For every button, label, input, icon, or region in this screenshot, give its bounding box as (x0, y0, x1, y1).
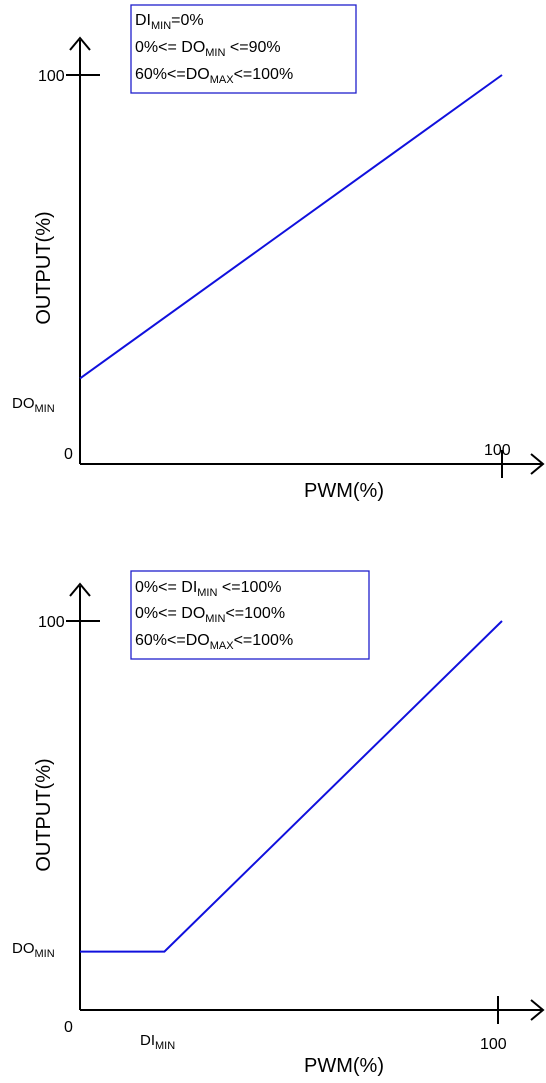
legend-line-1: DIMIN=0% (135, 12, 204, 32)
y-tick-label-100-bottom: 100 (38, 614, 65, 631)
y-axis-arrow-bottom (69, 582, 91, 597)
legend-line-1: 0%<= DIMIN <=100% (135, 579, 282, 599)
origin-label-top: 0 (64, 446, 73, 463)
x-axis-label-bottom: PWM(%) (304, 1055, 384, 1077)
legend-box-bottom (130, 570, 370, 660)
origin-label-bottom: 0 (64, 1019, 73, 1036)
legend-line-3: 60%<=DOMAX<=100% (135, 632, 293, 652)
y-marker-do-min-bottom: DOMIN (12, 940, 55, 960)
y-marker-do-min-top: DOMIN (12, 395, 55, 415)
output-curve-bottom (80, 620, 503, 953)
legend-line-2: 0%<= DOMIN<=100% (135, 605, 285, 625)
x-axis-arrow-top (530, 453, 545, 475)
legend-box-top (130, 4, 357, 94)
legend-line-3: 60%<=DOMAX<=100% (135, 66, 293, 86)
y-axis-label-top: OUTPUT(%) (33, 211, 55, 324)
x-tick-label-100-bottom: 100 (480, 1036, 507, 1053)
chart-top: DIMIN=0% 0%<= DOMIN <=90% 60%<=DOMAX<=10… (12, 4, 545, 502)
legend-line-2: 0%<= DOMIN <=90% (135, 39, 281, 59)
output-curve-top (79, 74, 503, 380)
x-axis-arrow-bottom (530, 999, 545, 1021)
chart-bottom: 0%<= DIMIN <=100% 0%<= DOMIN<=100% 60%<=… (12, 570, 545, 1077)
x-marker-di-min-bottom: DIMIN (140, 1032, 175, 1052)
y-tick-label-100-top: 100 (38, 68, 65, 85)
x-axis-label-top: PWM(%) (304, 480, 384, 502)
y-axis-arrow-top (69, 36, 91, 51)
x-tick-label-100-top: 100 (484, 442, 511, 459)
y-axis-label-bottom: OUTPUT(%) (33, 758, 55, 871)
